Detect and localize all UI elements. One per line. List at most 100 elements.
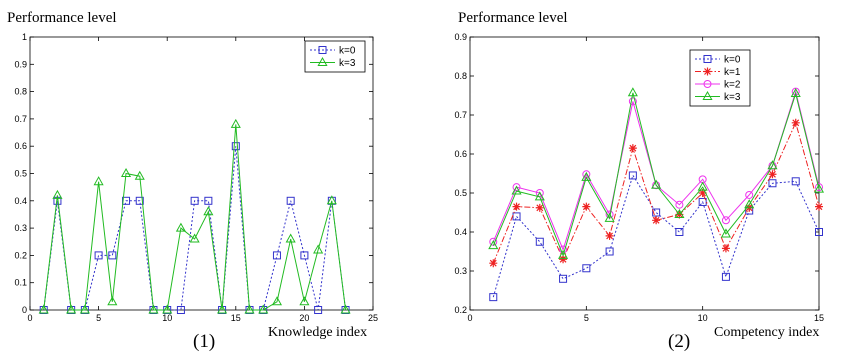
chart1-ylabel: Performance level [7,10,117,26]
chart1-point-k=0-7 [122,196,131,205]
chart2-ytick-label: 0.2 [454,305,467,315]
chart1-point-k=3-8 [134,170,145,180]
chart1-xtick-label: 15 [231,313,241,323]
chart2-xtick-label: 15 [814,313,824,323]
chart2-point-k=1-10 [698,189,707,197]
chart2-ytick-label: 0.7 [454,110,467,120]
chart2-point-k=0-8 [652,208,661,217]
chart1-point-k=3-5 [93,176,104,186]
chart2-point-k=2-9 [675,200,684,209]
chart2-point-k=2-12 [745,190,754,199]
chart2-point-k=2-7 [628,97,637,106]
chart1-point-k=0-5 [94,251,103,260]
chart1-point-k=3-16 [244,304,255,314]
chart2-axes-frame [469,36,820,311]
chart2-point-k=0-2 [512,212,521,221]
chart1-ytick-label: 0.6 [14,141,27,151]
chart1-legend-label-k=3: k=3 [339,58,356,69]
chart2-point-k=3-4 [558,249,569,259]
chart1-point-k=0-21 [314,306,323,314]
chart1-point-k=3-11 [175,222,186,232]
chart2-legend-marker-k=0 [703,55,712,63]
chart1-point-k=0-12 [190,196,199,205]
chart2-point-k=1-1 [489,259,498,268]
chart1-point-k=0-8 [135,196,144,205]
chart2-point-k=1-3 [535,203,544,212]
chart2-point-k=3-15 [813,183,825,193]
chart2-legend-marker-k=2 [703,80,712,88]
chart1-point-k=3-18 [271,296,283,306]
chart2-point-k=0-6 [605,247,614,256]
chart1-ytick-label: 1 [22,32,27,42]
chart2-legend-marker-k=3 [702,90,713,100]
chart1-point-k=0-20 [300,251,309,260]
chart2-point-k=0-7 [628,171,637,180]
chart2-point-k=3-14 [790,88,801,98]
chart1-point-k=3-6 [107,296,118,306]
chart2-ylabel: Performance level [458,10,568,26]
chart2-legend-label-k=2: k=2 [724,80,741,91]
chart1-legend-box [304,40,366,73]
chart2-series-k=0 [489,171,823,302]
chart1-ytick-label: 0.9 [14,59,27,69]
chart1-ytick-label: 0.3 [14,223,27,233]
chart2-point-k=3-8 [651,179,662,189]
chart2-point-k=3-3 [534,191,545,201]
chart2-point-k=3-12 [744,199,755,209]
chart1-ytick-label: 0.4 [14,196,27,206]
chart2-point-k=2-11 [721,216,730,225]
chart2-xlabel: Competency index [714,325,820,340]
chart2-point-k=1-5 [582,202,591,211]
chart2-point-k=0-11 [721,272,730,281]
chart2-legend-label-k=3: k=3 [724,92,741,103]
chart2-ytick-label: 0.5 [454,188,467,198]
chart1-point-k=0-15 [231,142,240,151]
chart1-point-k=3-21 [313,244,324,254]
chart1-series-line-k=0 [43,146,347,311]
chart2-point-k=0-13 [768,179,777,188]
chart2-series-line-k=3 [492,91,820,257]
chart1-point-k=3-9 [148,304,159,314]
chart1-xlabel: Knowledge index [268,325,368,340]
chart2-xtick-label: 0 [467,313,472,323]
chart1-point-k=3-4 [79,304,90,314]
chart1-ytick-label: 0.8 [14,87,27,97]
chart1-ytick-label: 0.7 [14,114,27,124]
chart2-point-k=0-3 [535,237,544,246]
chart1-legend-label-k=0: k=0 [339,46,356,57]
chart2-point-k=3-1 [488,240,499,250]
chart1-point-k=3-15 [230,118,241,128]
chart2-point-k=3-6 [604,212,615,222]
chart2-point-k=1-13 [768,170,777,179]
chart2-point-k=1-11 [721,244,730,253]
chart1-point-k=3-2 [52,189,63,199]
chart1-xtick-label: 20 [299,313,309,323]
chart1-point-k=3-17 [258,304,269,314]
chart1-xtick-label: 0 [27,313,32,323]
chart2-point-k=0-15 [815,228,823,236]
chart2-xtick-label: 5 [584,313,589,323]
chart1-ytick-label: 0.1 [14,278,27,288]
chart2-point-k=1-14 [791,118,800,127]
chart1-legend-marker-k=0 [318,46,327,54]
chart1-ytick-label: 0.5 [14,169,27,179]
chart1-legend-marker-k=3 [317,56,328,66]
chart2-point-k=2-4 [559,245,568,254]
chart2-point-k=1-8 [652,216,661,225]
chart2-point-k=1-7 [628,144,637,153]
chart2-point-k=3-10 [697,181,708,191]
chart1-point-k=3-13 [203,206,214,216]
chart1-point-k=3-3 [66,304,77,314]
chart2-ytick-label: 0.6 [454,149,467,159]
chart2-point-k=0-9 [675,228,684,236]
chart2-ytick-label: 0.3 [454,266,467,276]
chart2-point-k=1-6 [605,231,614,240]
chart2-point-k=0-1 [489,293,498,302]
chart2-point-k=3-2 [511,185,522,195]
chart2-legend-marker-k=1 [703,67,712,76]
chart1-series-k=3 [38,118,351,314]
chart1-point-k=3-7 [120,167,132,177]
chart1-xtick-label: 10 [162,313,172,323]
chart2-legend: k=0k=1 k=2k=3 [689,49,751,107]
